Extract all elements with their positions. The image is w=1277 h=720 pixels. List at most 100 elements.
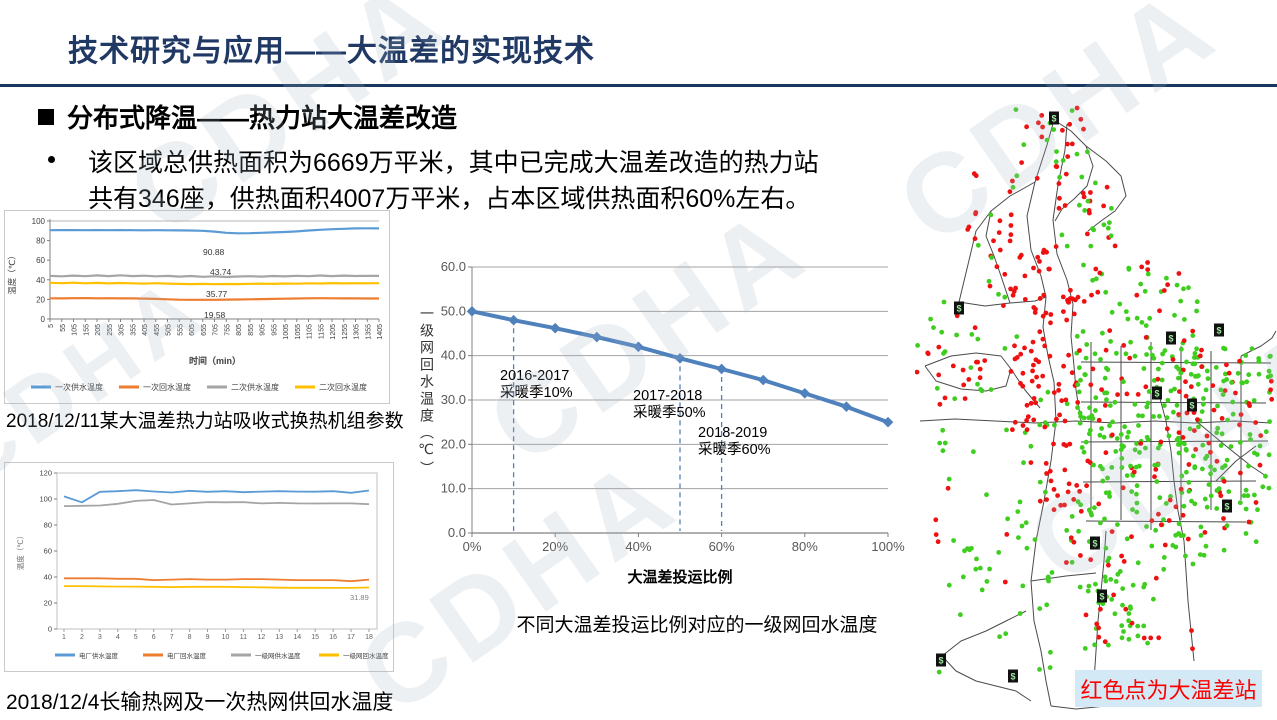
- map-dot-green: [1149, 543, 1155, 549]
- map-dot-red: [1233, 390, 1238, 396]
- map-dot-red: [1067, 441, 1073, 447]
- map-dot-green: [1221, 547, 1227, 553]
- map-dot-green: [1249, 346, 1255, 352]
- map-dot-green: [988, 387, 994, 392]
- map-dot-red: [1057, 412, 1062, 418]
- map-dot-green: [1020, 583, 1026, 589]
- map-dot-red: [1080, 190, 1086, 196]
- map-dot-red: [1226, 370, 1232, 376]
- map-dot-red: [950, 363, 956, 369]
- svg-text:12: 12: [257, 634, 265, 641]
- map-dot-green: [1163, 501, 1169, 506]
- map-dot-green: [1077, 584, 1083, 590]
- map-dot-green: [1119, 456, 1125, 461]
- map-dot-red: [996, 230, 1002, 236]
- map-dot-red: [1012, 356, 1018, 362]
- map-dot-red: [1253, 500, 1259, 505]
- map-dot-red: [1024, 418, 1029, 423]
- heat-source-marker-icon: $: [954, 301, 964, 315]
- map-dot-green: [1044, 602, 1050, 608]
- map-dot-green: [1161, 517, 1166, 523]
- map-dot-red: [1040, 373, 1046, 379]
- map-dot-green: [1187, 426, 1193, 432]
- map-dot-green: [1119, 465, 1125, 470]
- map-dot-green: [1134, 315, 1140, 321]
- map-dot-green: [1127, 604, 1133, 610]
- svg-text:1205: 1205: [330, 324, 337, 340]
- map-dot-green: [915, 343, 920, 348]
- map-dot-green: [1101, 222, 1107, 228]
- chart2-caption: 2018/12/4长输热网及一次热网供回水温度: [6, 691, 394, 714]
- map-dot-red: [1166, 518, 1172, 523]
- map-dot-green: [1160, 351, 1165, 357]
- map-dot-red: [1107, 328, 1113, 333]
- map-dot-red: [1068, 535, 1074, 541]
- data-point-diamond: [841, 401, 852, 412]
- map-dot-green: [1100, 478, 1106, 484]
- map-dot-red: [1197, 353, 1203, 359]
- map-dot-red: [1178, 486, 1184, 492]
- map-dot-red: [1246, 519, 1252, 525]
- pipe-network-road: [958, 251, 972, 303]
- map-dot-green: [1083, 439, 1089, 445]
- svg-text:14: 14: [293, 634, 301, 641]
- map-dot-green: [1184, 447, 1189, 453]
- map-dot-red: [1060, 294, 1066, 300]
- map-dot-red: [1020, 370, 1026, 376]
- map-dot-green: [1082, 372, 1088, 377]
- map-dot-green: [1145, 271, 1151, 277]
- map-dot-green: [1074, 151, 1080, 157]
- map-dot-green: [1114, 350, 1119, 356]
- map-dot-green: [1052, 422, 1057, 428]
- map-dot-green: [1136, 423, 1141, 428]
- svg-text:10.0: 10.0: [441, 481, 466, 496]
- map-dot-green: [1043, 489, 1048, 495]
- svg-text:20: 20: [44, 599, 52, 608]
- map-dot-red: [1047, 266, 1052, 272]
- map-dot-green: [1212, 467, 1217, 473]
- map-dot-green: [1192, 351, 1198, 356]
- map-dot-green: [1244, 379, 1250, 385]
- map-dot-green: [1134, 491, 1139, 497]
- map-dot-green: [1203, 456, 1208, 461]
- map-dot-red: [1055, 493, 1060, 498]
- map-dot-green: [989, 255, 994, 260]
- map-dot-red: [1097, 270, 1103, 276]
- svg-text:15: 15: [311, 634, 319, 641]
- map-dot-green: [1002, 294, 1008, 300]
- map-dot-green: [1080, 329, 1086, 334]
- heat-source-marker-icon: $: [1222, 499, 1232, 513]
- map-dot-red: [1141, 635, 1147, 641]
- map-dot-green: [1216, 486, 1222, 491]
- map-dot-red: [1048, 478, 1054, 484]
- map-dot-green: [1198, 533, 1204, 538]
- map-dot-green: [1003, 631, 1009, 637]
- map-dot-green: [1156, 366, 1161, 372]
- map-dot-green: [1243, 506, 1249, 512]
- svg-text:955: 955: [271, 324, 278, 336]
- map-dot-green: [1119, 623, 1125, 629]
- svg-text:155: 155: [83, 324, 90, 336]
- map-dot-green: [1112, 611, 1118, 617]
- map-dot-red: [1078, 116, 1084, 122]
- map-dot-red: [1188, 384, 1194, 390]
- map-dot-red: [1199, 364, 1205, 370]
- svg-text:0: 0: [48, 625, 52, 634]
- map-dot-green: [1100, 601, 1106, 607]
- map-dot-red: [1155, 376, 1161, 382]
- map-dot-red: [1149, 518, 1155, 524]
- map-dot-red: [1031, 305, 1037, 310]
- map-dot-red: [1025, 414, 1031, 420]
- map-dot-red: [1062, 203, 1068, 208]
- series-line: [49, 227, 380, 235]
- map-dot-green: [1135, 623, 1141, 629]
- map-dot-green: [1038, 397, 1044, 403]
- map-dot-red: [1022, 273, 1028, 279]
- map-dot-green: [1074, 333, 1080, 339]
- svg-text:$: $: [1051, 114, 1056, 124]
- map-dot-green: [1182, 317, 1187, 322]
- map-dot-green: [1047, 665, 1053, 670]
- map-dot-green: [940, 427, 946, 433]
- map-dot-green: [1118, 432, 1124, 437]
- map-dot-red: [1051, 507, 1057, 513]
